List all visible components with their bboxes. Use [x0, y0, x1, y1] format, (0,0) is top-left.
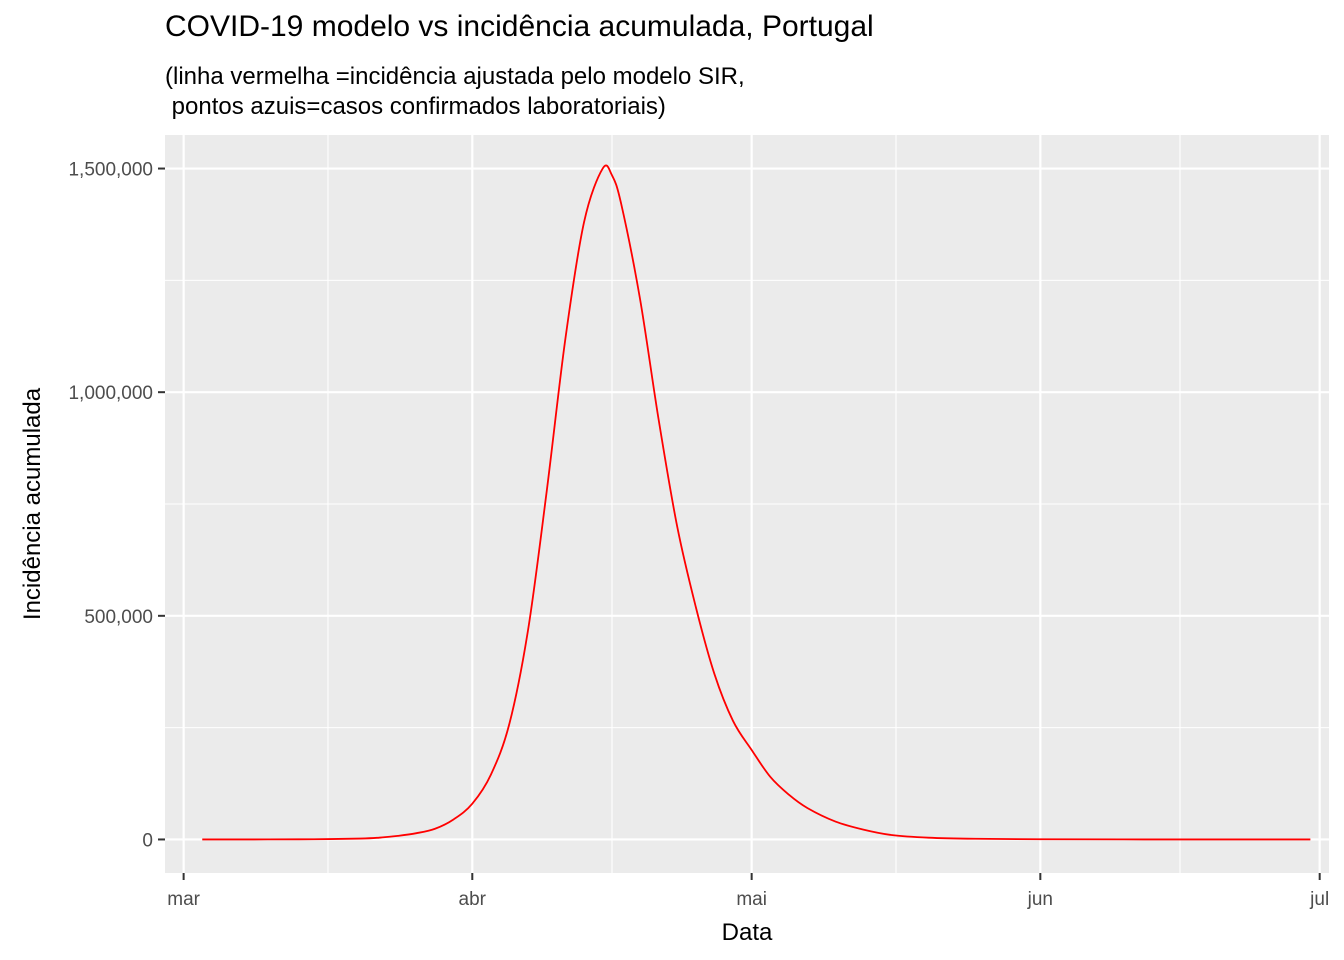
chart-title: COVID-19 modelo vs incidência acumulada,… — [165, 10, 874, 43]
y-tick-label: 1,000,000 — [68, 383, 153, 404]
y-tick-label: 500,000 — [84, 607, 153, 628]
chart-subtitle: (linha vermelha =incidência ajustada pel… — [165, 62, 745, 122]
x-tick-label: jun — [1027, 889, 1053, 910]
x-tick-label: mar — [167, 889, 200, 910]
x-tick-label: mai — [736, 889, 767, 910]
major-gridlines — [165, 135, 1329, 873]
series-layer — [202, 164, 1311, 841]
y-tick-label: 0 — [142, 830, 153, 851]
y-axis-title: Incidência acumulada — [19, 387, 46, 620]
x-tick-label: abr — [459, 889, 487, 910]
subtitle-line-1: (linha vermelha =incidência ajustada pel… — [165, 63, 745, 90]
y-tick-label: 1,500,000 — [68, 160, 153, 181]
x-axis-title: Data — [722, 919, 773, 946]
minor-gridlines — [165, 135, 1329, 873]
series-line-sir-model — [202, 164, 1311, 841]
subtitle-line-2: pontos azuis=casos confirmados laborator… — [165, 93, 666, 120]
x-tick-label: jul — [1309, 889, 1329, 910]
y-axis: 0 500,000 1,000,000 1,500,000 — [68, 160, 165, 851]
x-axis: mar abr mai jun jul — [167, 873, 1329, 910]
